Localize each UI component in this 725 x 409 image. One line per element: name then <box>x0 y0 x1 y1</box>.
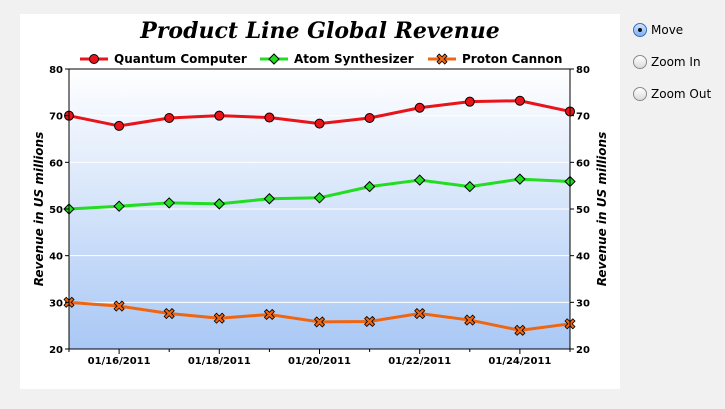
grid-lines <box>69 115 570 303</box>
atom-synthesizer-point[interactable] <box>363 180 376 193</box>
zoom-in-radio-button[interactable] <box>633 55 647 69</box>
proton-cannon-point[interactable] <box>213 312 225 324</box>
proton-cannon-point[interactable] <box>163 307 175 320</box>
y-tick-label-left: 80 <box>49 65 63 76</box>
x-tick-label: 01/24/2011 <box>488 356 551 367</box>
series-quantum-computer <box>64 95 575 131</box>
quantum-computer-point[interactable] <box>214 110 225 121</box>
y-tick-label-left: 30 <box>49 298 63 309</box>
proton-cannon-point[interactable] <box>364 315 376 328</box>
atom-synthesizer-point[interactable] <box>464 180 476 193</box>
legend-item-quantum-computer[interactable]: Quantum Computer <box>80 52 247 66</box>
move-radio-button[interactable] <box>633 23 647 37</box>
quantum-computer-point[interactable] <box>314 118 325 129</box>
quantum-computer-point[interactable] <box>464 96 475 107</box>
quantum-computer-point[interactable] <box>414 102 425 113</box>
chart-mode-radio-group: Move Zoom In Zoom Out <box>633 14 725 110</box>
y-tick-label-right: 20 <box>576 345 590 356</box>
x-tick-label: 01/20/2011 <box>288 356 351 367</box>
legend-swatch-marker[interactable] <box>436 53 448 65</box>
y-tick-label-left: 40 <box>49 252 63 263</box>
chart-title: Product Line Global Revenue <box>139 18 499 44</box>
atom-synthesizer-point[interactable] <box>413 174 426 186</box>
x-tick-label: 01/18/2011 <box>188 356 251 367</box>
quantum-computer-point[interactable] <box>164 113 175 123</box>
y-tick-label-left: 50 <box>49 205 63 216</box>
y-tick-label-left: 70 <box>49 112 63 123</box>
series-atom-synthesizer <box>63 173 576 215</box>
quantum-computer-point[interactable] <box>264 112 275 123</box>
proton-cannon-point[interactable] <box>313 316 326 328</box>
y-tick-label-right: 30 <box>576 298 590 309</box>
proton-cannon-point[interactable] <box>414 307 426 320</box>
y-tick-label-right: 60 <box>576 158 590 169</box>
atom-synthesizer-point[interactable] <box>514 173 526 185</box>
y-tick-label-right: 80 <box>576 65 590 76</box>
atom-synthesizer-point[interactable] <box>313 192 326 204</box>
legend: Quantum Computer Atom Synthesizer Proton C… <box>80 52 562 66</box>
zoom-out-radio-label: Zoom Out <box>651 87 712 101</box>
move-radio-option[interactable]: Move <box>633 14 725 46</box>
legend-label: Atom Synthesizer <box>294 52 414 66</box>
zoom-out-radio-option[interactable]: Zoom Out <box>633 78 725 110</box>
series-proton-cannon <box>63 296 576 336</box>
atom-synthesizer-point[interactable] <box>213 198 226 210</box>
x-tick-label: 01/22/2011 <box>388 356 451 367</box>
atom-synthesizer-point[interactable] <box>163 197 175 209</box>
quantum-computer-point[interactable] <box>114 120 125 131</box>
quantum-computer-point[interactable] <box>514 95 525 106</box>
zoom-in-radio-label: Zoom In <box>651 55 701 69</box>
legend-label: Proton Cannon <box>462 52 562 66</box>
y-tick-label-right: 50 <box>576 205 590 216</box>
legend-item-atom-synthesizer[interactable]: Atom Synthesizer <box>260 52 414 66</box>
x-tick-label: 01/16/2011 <box>88 356 151 367</box>
chart-panel: 20 20 30 30 40 40 50 50 60 60 70 70 80 80 01/16/2011 01… <box>20 14 620 389</box>
axes: 20 20 30 30 40 40 50 50 60 60 70 70 80 80 01/16/2011 01… <box>49 65 590 367</box>
move-radio-label: Move <box>651 23 684 37</box>
atom-synthesizer-point[interactable] <box>263 193 276 205</box>
y-tick-label-left: 20 <box>49 345 63 356</box>
quantum-computer-point[interactable] <box>364 113 375 123</box>
legend-swatch-marker[interactable] <box>268 53 280 65</box>
proton-cannon-point[interactable] <box>113 300 125 312</box>
legend-swatch-marker[interactable] <box>89 54 99 64</box>
zoom-out-radio-button[interactable] <box>633 87 647 101</box>
revenue-line-chart[interactable]: 20 20 30 30 40 40 50 50 60 60 70 70 80 80 01/16/2011 01… <box>20 14 620 389</box>
y-axis-label-left: Revenue in US millions <box>32 132 46 286</box>
atom-synthesizer-point[interactable] <box>113 200 125 212</box>
proton-cannon-point[interactable] <box>464 314 476 326</box>
zoom-in-radio-option[interactable]: Zoom In <box>633 46 725 78</box>
y-tick-label-right: 70 <box>576 112 590 123</box>
y-tick-label-left: 60 <box>49 158 63 169</box>
legend-item-proton-cannon[interactable]: Proton Cannon <box>428 52 562 66</box>
series-layer <box>63 95 576 336</box>
proton-cannon-point[interactable] <box>263 308 275 321</box>
y-axis-label-right: Revenue in US millions <box>595 132 609 286</box>
legend-label: Quantum Computer <box>114 52 247 66</box>
proton-cannon-point[interactable] <box>514 324 526 336</box>
y-tick-label-right: 40 <box>576 252 590 263</box>
